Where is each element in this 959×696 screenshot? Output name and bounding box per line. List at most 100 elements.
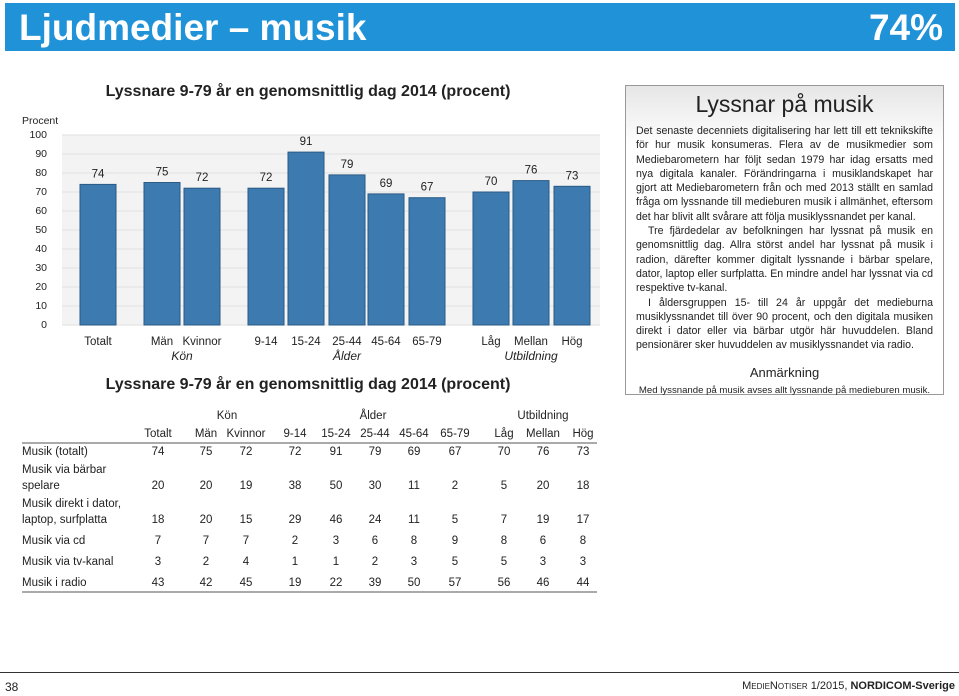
table-cell: 5: [501, 480, 507, 492]
table-column: Män: [195, 428, 217, 440]
value-label: 69: [380, 178, 393, 190]
table-group: Ålder: [360, 409, 387, 422]
table-cell: 7: [501, 514, 507, 526]
value-label: 72: [196, 172, 209, 184]
table-cell: 18: [152, 514, 165, 526]
group-label: Utbildning: [504, 349, 558, 363]
table-cell: 50: [330, 480, 343, 492]
table-cell: 46: [330, 514, 343, 526]
bar: [247, 187, 285, 326]
table-cell: 91: [330, 446, 343, 458]
table-group: Kön: [217, 410, 237, 422]
row-label: spelare: [22, 480, 60, 492]
x-tick-label: Kvinnor: [183, 336, 222, 348]
publication-name: MedieNotiser 1/2015,: [742, 680, 848, 692]
x-tick-label: Låg: [481, 336, 500, 348]
value-label: 72: [260, 172, 273, 184]
paragraph: Tre fjärdedelar av befolkningen har lyss…: [636, 225, 933, 295]
table-cell: 17: [577, 514, 590, 526]
y-tick-label: 0: [41, 319, 47, 331]
table-cell: 57: [449, 577, 462, 589]
table-cell: 15: [240, 514, 253, 526]
table-column: Låg: [494, 428, 513, 440]
table-cell: 18: [577, 480, 590, 492]
table-cell: 8: [411, 535, 417, 547]
table-cell: 29: [289, 514, 302, 526]
table-cell: 2: [292, 535, 298, 547]
row-label: Musik via tv-kanal: [22, 556, 113, 568]
table-cell: 22: [330, 577, 343, 589]
table-cell: 3: [155, 556, 161, 568]
table-cell: 3: [580, 556, 586, 568]
table-cell: 11: [408, 514, 420, 526]
table-cell: 3: [333, 535, 339, 547]
y-axis-label: Procent: [22, 115, 58, 127]
table-cell: 8: [580, 535, 586, 547]
publication: MedieNotiser 1/2015, NORDICOM-Sverige: [742, 680, 955, 692]
header-title: Ljudmedier – musik: [19, 7, 367, 48]
table-column: 45-64: [399, 428, 429, 440]
bar: [287, 151, 325, 326]
y-tick-label: 90: [35, 148, 47, 160]
bar: [143, 182, 181, 326]
bar: [512, 180, 550, 326]
note: Med lyssnande på musik avses allt lyssna…: [638, 385, 931, 396]
table-cell: 7: [203, 535, 209, 547]
x-tick-label: Män: [151, 336, 173, 348]
x-tick-label: 45-64: [371, 336, 401, 348]
y-tick-label: 50: [35, 224, 47, 236]
table-cell: 76: [537, 446, 550, 458]
header-bar: Ljudmedier – musik 74%: [5, 3, 955, 51]
paragraph: I åldersgruppen 15- till 24 år uppgår de…: [636, 296, 933, 352]
sidebar: Lyssnar på musik Det senaste decenniets …: [625, 85, 944, 396]
bar: [183, 187, 221, 326]
table-cell: 5: [452, 556, 458, 568]
value-label: 91: [300, 136, 313, 148]
sidebar-title: Lyssnar på musik: [695, 91, 874, 117]
table-cell: 67: [449, 446, 462, 458]
row-label: laptop, surfplatta: [22, 514, 108, 526]
value-label: 75: [156, 167, 169, 179]
bar: [79, 183, 117, 326]
table-cell: 50: [408, 577, 421, 589]
table-cell: 5: [501, 556, 507, 568]
table-cell: 7: [155, 535, 161, 547]
x-tick-label: 15-24: [291, 336, 321, 348]
table-cell: 44: [577, 577, 590, 589]
table-column: Hög: [572, 428, 593, 440]
table-cell: 20: [537, 480, 550, 492]
paragraph: Det senaste decenniets digitalisering ha…: [636, 125, 933, 223]
table-cell: 5: [452, 514, 458, 526]
x-tick-label: Totalt: [84, 336, 112, 348]
x-tick-label: 65-79: [412, 336, 441, 348]
value-label: 67: [421, 182, 434, 194]
table-cell: 56: [498, 577, 511, 589]
page-number: 38: [5, 680, 19, 694]
table-cell: 75: [200, 446, 213, 458]
table-cell: 79: [369, 446, 382, 458]
table-cell: 30: [369, 480, 382, 492]
x-tick-label: Mellan: [514, 336, 548, 348]
table-column: 15-24: [321, 428, 351, 440]
table-cell: 20: [200, 514, 213, 526]
header-figure: 74%: [868, 7, 943, 48]
table-cell: 24: [369, 514, 382, 526]
table-cell: 70: [498, 446, 511, 458]
bar: [553, 185, 591, 326]
group-label: Ålder: [332, 348, 362, 363]
bar: [472, 191, 510, 326]
value-label: 79: [341, 159, 354, 171]
table-cell: 46: [537, 577, 550, 589]
table-column: Mellan: [526, 428, 560, 440]
x-tick-label: Hög: [561, 336, 582, 348]
table-cell: 20: [200, 480, 213, 492]
bar: [367, 193, 405, 326]
y-tick-label: 100: [29, 129, 47, 141]
table-cell: 45: [240, 577, 253, 589]
table-cell: 4: [243, 556, 250, 568]
table-cell: 9: [452, 535, 458, 547]
footer: 38 MedieNotiser 1/2015, NORDICOM-Sverige: [0, 672, 959, 696]
table-cell: 7: [243, 535, 249, 547]
row-label: Musik via bärbar: [22, 464, 107, 476]
group-label: Kön: [171, 349, 193, 363]
